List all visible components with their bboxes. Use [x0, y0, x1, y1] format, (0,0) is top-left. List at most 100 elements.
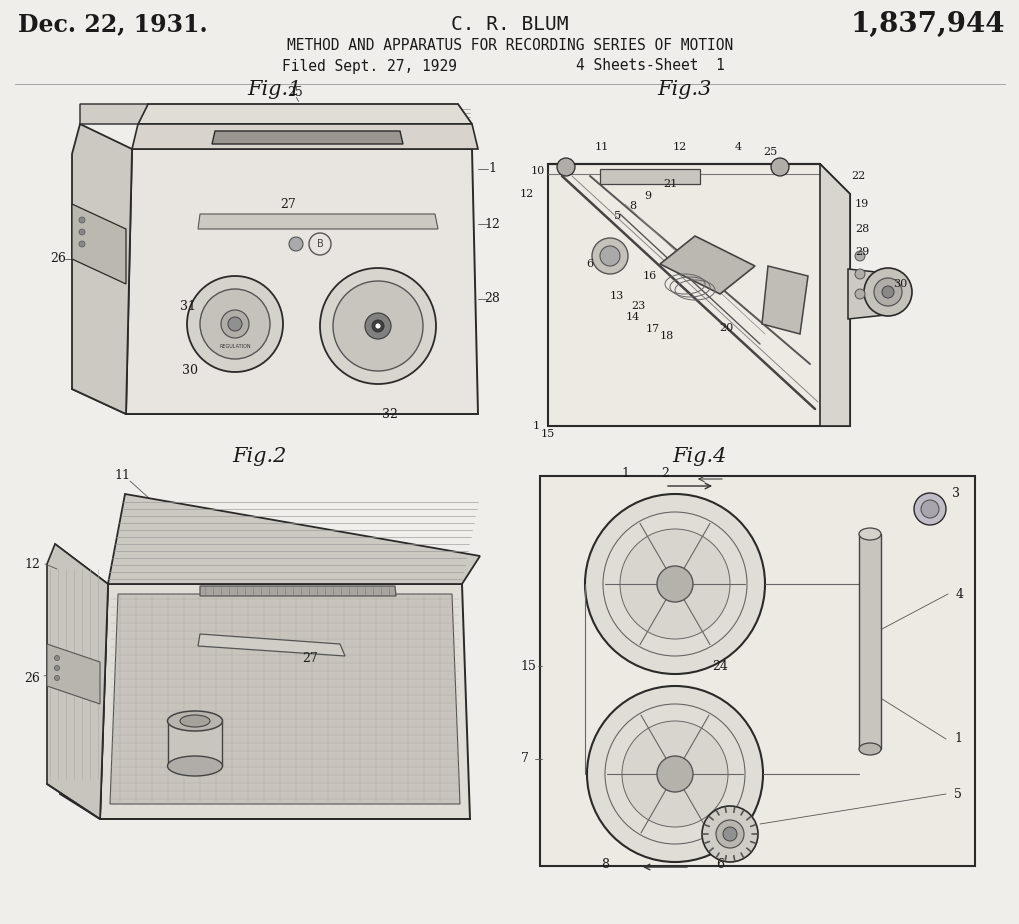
Circle shape — [920, 500, 938, 518]
Polygon shape — [659, 236, 754, 294]
Text: 12: 12 — [673, 142, 687, 152]
Text: 23: 23 — [631, 301, 644, 311]
Text: 26: 26 — [24, 673, 40, 686]
Circle shape — [200, 289, 270, 359]
Circle shape — [656, 756, 692, 792]
Text: 19: 19 — [854, 199, 868, 209]
Circle shape — [586, 686, 762, 862]
Circle shape — [186, 276, 282, 372]
Text: 11: 11 — [594, 142, 608, 152]
Circle shape — [854, 269, 864, 279]
Circle shape — [375, 323, 381, 329]
Circle shape — [599, 246, 620, 266]
Circle shape — [54, 655, 59, 661]
Text: 1: 1 — [487, 163, 495, 176]
Circle shape — [715, 820, 743, 848]
Circle shape — [228, 317, 242, 331]
Text: 13: 13 — [609, 291, 624, 301]
Polygon shape — [110, 594, 460, 804]
Text: 2: 2 — [660, 468, 668, 480]
Circle shape — [770, 158, 789, 176]
Text: 16: 16 — [642, 271, 656, 281]
Polygon shape — [761, 266, 807, 334]
Text: 28: 28 — [484, 293, 499, 306]
Text: Fig.3: Fig.3 — [657, 80, 711, 99]
Text: 3: 3 — [951, 488, 959, 501]
Polygon shape — [198, 214, 437, 229]
Text: 21: 21 — [662, 179, 677, 189]
Text: 25: 25 — [762, 147, 776, 157]
Text: 1: 1 — [532, 421, 539, 431]
Text: 5: 5 — [953, 787, 961, 800]
Polygon shape — [108, 494, 480, 584]
Circle shape — [78, 241, 85, 247]
Text: 12: 12 — [24, 557, 40, 570]
Text: 29: 29 — [854, 247, 868, 257]
Circle shape — [863, 268, 911, 316]
Polygon shape — [55, 544, 108, 819]
Text: 4 Sheets-Sheet  1: 4 Sheets-Sheet 1 — [575, 58, 723, 74]
Circle shape — [332, 281, 423, 371]
Text: 4: 4 — [734, 142, 741, 152]
Polygon shape — [47, 644, 100, 704]
Polygon shape — [168, 721, 222, 766]
Text: 10: 10 — [530, 166, 544, 176]
Circle shape — [881, 286, 893, 298]
Text: 9: 9 — [644, 191, 651, 201]
Text: 32: 32 — [382, 408, 397, 421]
Text: 30: 30 — [892, 279, 906, 289]
Text: 15: 15 — [540, 429, 554, 439]
Text: 20: 20 — [718, 323, 733, 333]
Circle shape — [585, 494, 764, 674]
Circle shape — [365, 313, 390, 339]
Text: 1: 1 — [621, 468, 629, 480]
Text: C. R. BLUM: C. R. BLUM — [450, 15, 569, 33]
Text: 17: 17 — [645, 324, 659, 334]
Circle shape — [54, 675, 59, 680]
Circle shape — [656, 566, 692, 602]
Polygon shape — [198, 634, 344, 656]
Polygon shape — [539, 476, 974, 866]
Text: 31: 31 — [179, 299, 196, 312]
Text: Fig.1: Fig.1 — [248, 80, 302, 99]
Circle shape — [221, 310, 249, 338]
Circle shape — [372, 320, 383, 332]
Text: B: B — [316, 239, 323, 249]
Text: 30: 30 — [181, 364, 198, 378]
Polygon shape — [599, 169, 699, 184]
Ellipse shape — [858, 528, 880, 540]
Polygon shape — [212, 131, 403, 144]
Text: 22: 22 — [850, 171, 864, 181]
Circle shape — [320, 268, 435, 384]
Ellipse shape — [167, 711, 222, 731]
Text: 4: 4 — [955, 588, 963, 601]
Polygon shape — [138, 104, 472, 124]
Ellipse shape — [179, 715, 210, 727]
Text: Fig.4: Fig.4 — [673, 447, 727, 466]
Polygon shape — [126, 149, 478, 414]
Polygon shape — [72, 204, 126, 284]
Text: Fig.2: Fig.2 — [232, 447, 287, 466]
Text: 12: 12 — [484, 217, 499, 230]
Text: 15: 15 — [520, 660, 535, 673]
Ellipse shape — [167, 756, 222, 776]
Text: Filed Sept. 27, 1929: Filed Sept. 27, 1929 — [282, 58, 458, 74]
Circle shape — [288, 237, 303, 251]
Circle shape — [701, 806, 757, 862]
Polygon shape — [819, 164, 849, 426]
Text: 28: 28 — [854, 224, 868, 234]
Text: 12: 12 — [520, 189, 534, 199]
Text: 1: 1 — [953, 733, 961, 746]
Text: 27: 27 — [280, 198, 296, 211]
Circle shape — [913, 493, 945, 525]
Polygon shape — [547, 164, 849, 426]
Text: 8: 8 — [629, 201, 636, 211]
Text: 7: 7 — [521, 752, 529, 765]
Text: 14: 14 — [626, 312, 640, 322]
Polygon shape — [72, 124, 131, 414]
Text: 8: 8 — [600, 857, 608, 870]
Text: 18: 18 — [659, 331, 674, 341]
Circle shape — [854, 289, 864, 299]
Text: 6: 6 — [586, 259, 593, 269]
Text: 11: 11 — [114, 469, 129, 482]
